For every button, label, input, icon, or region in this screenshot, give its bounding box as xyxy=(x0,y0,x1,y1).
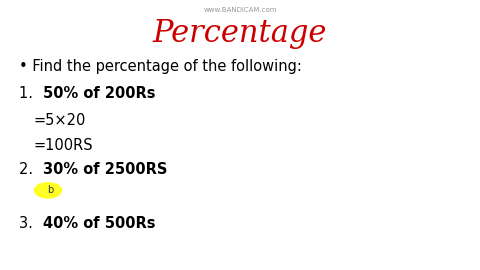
Text: 40% of 500Rs: 40% of 500Rs xyxy=(43,216,156,231)
Text: 1.: 1. xyxy=(19,86,38,102)
Text: Percentage: Percentage xyxy=(153,18,327,49)
Text: 3.: 3. xyxy=(19,216,38,231)
Text: =100RS: =100RS xyxy=(34,138,93,153)
Text: • Find the percentage of the following:: • Find the percentage of the following: xyxy=(19,59,302,75)
Text: b: b xyxy=(47,185,54,195)
Text: =5×20: =5×20 xyxy=(34,113,86,129)
Text: 50% of 200Rs: 50% of 200Rs xyxy=(43,86,156,102)
Text: 2.: 2. xyxy=(19,162,38,177)
Circle shape xyxy=(35,183,61,198)
Text: www.BANDICAM.com: www.BANDICAM.com xyxy=(203,7,277,13)
Text: 30% of 2500RS: 30% of 2500RS xyxy=(43,162,168,177)
